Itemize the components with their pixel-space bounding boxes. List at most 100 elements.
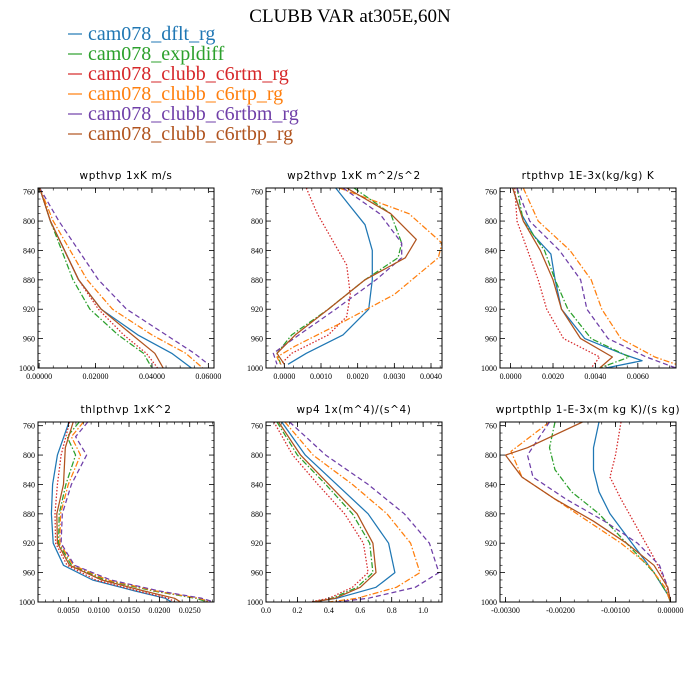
series-line-c6rtm [609,422,672,602]
series-line-expl [57,422,209,602]
x-tick-label: -0.00200 [546,606,575,615]
x-tick-label: 0.0000 [500,372,522,381]
y-tick-label: 960 [485,335,497,344]
y-tick-label: 920 [251,539,263,548]
plot-frame [265,421,443,603]
y-tick-label: 760 [485,422,497,431]
x-tick-label: 0.0060 [627,372,649,381]
x-tick-label: 0.0 [261,606,271,615]
series-line-dflt [287,188,373,365]
legend: cam078_dflt_rgcam078_expldiffcam078_club… [68,23,299,145]
figure-title: CLUBB VAR at305E,60N [249,6,451,27]
y-tick-label: 920 [23,305,35,314]
chart-panel-3: rtpthvp 1E-3x(kg/kg) K 760 800 840 880 920 960… [481,170,677,381]
y-tick-label: 840 [485,246,497,255]
y-tick-label: 880 [23,510,35,519]
y-tick-label: 760 [251,422,263,431]
y-tick-label: 1000 [481,598,497,607]
plot-frame [499,187,677,369]
series-line-expl [276,188,403,365]
x-tick-label: 0.0250 [179,606,201,615]
series-line-c6rtbp [56,422,181,602]
x-tick-label: 0.0050 [57,606,79,615]
legend-entry: cam078_clubb_c6rtm_rg [88,63,289,85]
y-tick-label: 840 [251,480,263,489]
y-tick-label: 920 [251,305,263,314]
x-tick-label: 0.00000 [658,606,684,615]
y-tick-label: 960 [485,569,497,578]
series-line-c6rtp [276,188,442,365]
y-tick-label: 880 [23,276,35,285]
y-tick-label: 960 [23,569,35,578]
series-line-c6rtbp [39,188,164,368]
chart-panel-5: wp4 1x(m^4)/(s^4)76080084088092096010000… [247,404,443,615]
x-tick-label: -0.00100 [601,606,630,615]
plot-frame [37,187,215,369]
y-tick-label: 800 [485,217,497,226]
series-line-c6rtbp [504,422,672,602]
x-tick-label: 0.4 [324,606,334,615]
series-line-c6rtbm [39,188,209,365]
y-tick-label: 920 [485,305,497,314]
y-tick-label: 840 [485,480,497,489]
chart-panel-2: wp2thvp 1xK m^2/s^2 760 800 840 880 920 960 100… [247,170,443,381]
y-tick-label: 880 [251,276,263,285]
series-line-expl [548,422,672,602]
series-line-dflt [39,188,192,368]
panel-title: wprtpthlp 1-E-3x(m kg K)/(s kg) [496,404,680,416]
x-tick-label: 0.04000 [139,372,165,381]
series-line-c6rtbm [272,188,403,365]
x-tick-label: 0.0150 [118,606,140,615]
series-line-c6rtp [284,422,421,602]
chart-panel-1: wpthvp 1xK m/s 760 800 840 880 920 960 10000.00… [19,170,221,381]
x-tick-label: 0.2 [292,606,302,615]
y-tick-label: 920 [485,539,497,548]
legend-entry: cam078_clubb_c6rtbp_rg [88,123,293,145]
x-tick-label: 0.0200 [148,606,170,615]
y-tick-label: 1000 [247,364,263,373]
x-tick-label: 0.0100 [88,606,110,615]
x-tick-label: 0.0020 [542,372,564,381]
y-tick-label: 1000 [481,364,497,373]
series-line-c6rtp [39,188,204,368]
y-tick-label: 800 [485,451,497,460]
x-tick-label: 1.0 [418,606,428,615]
y-tick-label: 760 [23,422,35,431]
series-line-dflt [50,422,172,602]
series-line-c6rtm [280,188,351,365]
panel-title: wp2thvp 1xK m^2/s^2 [287,170,421,182]
x-tick-label: 0.8 [387,606,397,615]
x-tick-label: 0.02000 [83,372,109,381]
y-tick-label: 960 [23,335,35,344]
y-tick-label: 840 [251,246,263,255]
series-line-c6rtp [510,422,672,602]
x-tick-label: 0.0040 [584,372,606,381]
x-tick-label: 0.0010 [310,372,332,381]
y-tick-label: 800 [23,451,35,460]
y-tick-label: 800 [23,217,35,226]
y-tick-label: 960 [251,335,263,344]
y-tick-label: 800 [251,217,263,226]
series-line-c6rtp [522,188,676,365]
legend-entry: cam078_dflt_rg [88,23,215,45]
legend-entry: cam078_clubb_c6rtbm_rg [88,103,299,125]
y-tick-label: 880 [485,510,497,519]
series-line-c6rtm [273,422,369,602]
series-line-expl [39,188,153,368]
x-tick-label: 0.06000 [195,372,221,381]
x-tick-label: -0.00300 [491,606,520,615]
x-tick-label: 0.6 [355,606,365,615]
series-line-c6rtbp [276,188,417,365]
chart-panels: wpthvp 1xK m/s76080084088092096010000.00… [19,170,684,615]
panel-title: wp4 1x(m^4)/(s^4) [297,404,412,416]
chart-panel-6: wprtpthlp 1-E-3x(m kg K)/(s kg) 760 800 840… [481,404,684,615]
y-tick-label: 880 [485,276,497,285]
y-tick-label: 1000 [247,598,263,607]
plot-frame [37,421,215,603]
series-line-expl [276,422,374,602]
y-tick-label: 920 [23,539,35,548]
plot-frame [499,421,677,603]
series-line-c6rtbp [512,188,614,368]
y-tick-label: 960 [251,569,263,578]
